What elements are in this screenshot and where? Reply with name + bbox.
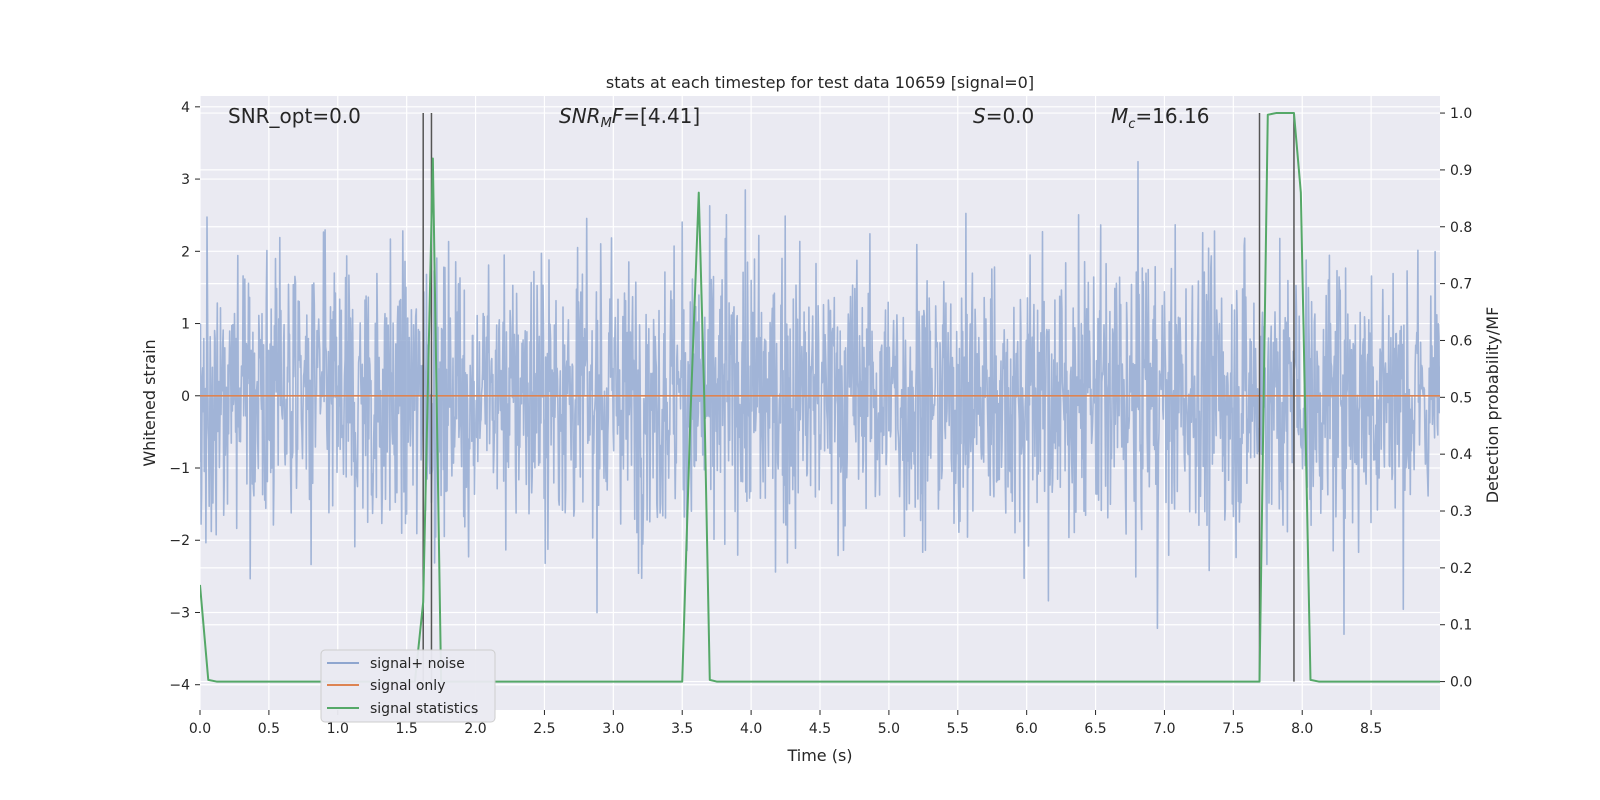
y-axis-label: Whitened strain	[140, 339, 159, 466]
annotation-s: S=0.0	[973, 104, 1034, 128]
y2-tick-label: 0.1	[1450, 618, 1472, 634]
annotation-snr-mf: SNRMF=[4.41]	[559, 104, 700, 131]
legend-label-signal-noise: signal+ noise	[370, 656, 465, 672]
x-tick-label: 6.0	[1016, 721, 1038, 737]
y2-tick-label: 0.4	[1450, 447, 1472, 463]
annotation-mc: Mc=16.16	[1111, 104, 1209, 132]
x-tick-label: 4.5	[809, 721, 831, 737]
x-tick-label: 5.5	[947, 721, 969, 737]
y2-axis-label: Detection probability/MF	[1483, 307, 1502, 504]
y-axis-right: 0.0 0.1 0.2 0.3 0.4 0.5 0.6 0.7 0.8 0.9 1.0	[1440, 106, 1472, 691]
legend-label-signal-only: signal only	[370, 678, 445, 694]
x-tick-label: 1.5	[396, 721, 418, 737]
x-tick-label: 3.5	[671, 721, 693, 737]
y2-tick-label: 0.7	[1450, 277, 1472, 293]
y2-tick-label: 0.5	[1450, 390, 1472, 406]
chart-title: stats at each timestep for test data 106…	[606, 73, 1034, 92]
y-tick-label: −4	[169, 678, 190, 694]
x-tick-label: 5.0	[878, 721, 900, 737]
y2-tick-label: 0.2	[1450, 561, 1472, 577]
x-tick-label: 1.0	[327, 721, 349, 737]
y-tick-label: 0	[181, 389, 190, 405]
y2-tick-label: 0.3	[1450, 504, 1472, 520]
y2-tick-label: 0.9	[1450, 163, 1472, 179]
x-tick-label: 0.0	[189, 721, 211, 737]
legend-box	[320, 649, 496, 723]
y-axis-left: −4 −3 −2 −1 0 1 2 3 4	[169, 100, 200, 694]
x-tick-label: 2.5	[533, 721, 555, 737]
y-tick-label: 4	[181, 100, 190, 116]
y-tick-label: 2	[181, 244, 190, 260]
x-tick-label: 2.0	[464, 721, 486, 737]
legend: signal+ noise signal only signal statist…	[320, 649, 496, 723]
annotations: SNR_opt=0.0 SNRMF=[4.41] S=0.0 Mc=16.16	[228, 104, 1209, 132]
legend-label-signal-statistics: signal statistics	[370, 701, 478, 717]
annotation-snr-opt: SNR_opt=0.0	[228, 104, 361, 128]
x-tick-label: 3.0	[602, 721, 624, 737]
y-tick-label: 1	[181, 317, 190, 333]
x-tick-label: 7.5	[1222, 721, 1244, 737]
y-tick-label: −3	[169, 605, 190, 621]
y-tick-label: 3	[181, 172, 190, 188]
x-axis: 0.0 0.5 1.0 1.5 2.0 2.5 3.0 3.5 4.0 4.5 5.0 5.5 6.0 6…	[189, 710, 1382, 737]
y2-tick-label: 1.0	[1450, 106, 1472, 122]
y-tick-label: −2	[169, 533, 190, 549]
x-tick-label: 0.5	[258, 721, 280, 737]
x-tick-label: 6.5	[1084, 721, 1106, 737]
x-tick-label: 4.0	[740, 721, 762, 737]
x-tick-label: 7.0	[1153, 721, 1175, 737]
series-signal-noise	[200, 160, 1440, 636]
y2-tick-label: 0.6	[1450, 333, 1472, 349]
x-tick-label: 8.0	[1291, 721, 1313, 737]
x-axis-label: Time (s)	[786, 746, 852, 765]
x-tick-label: 8.5	[1360, 721, 1382, 737]
y2-tick-label: 0.0	[1450, 675, 1472, 691]
y2-tick-label: 0.8	[1450, 220, 1472, 236]
y-tick-label: −1	[169, 461, 190, 477]
